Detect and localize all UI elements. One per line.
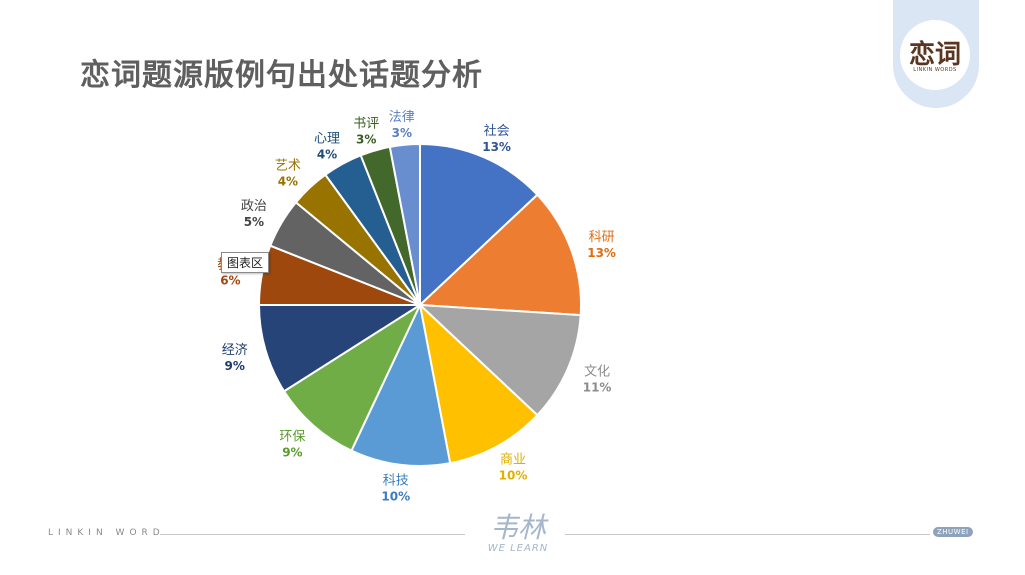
logo-badge: 恋词 LINKIN WORDS (893, 0, 979, 108)
footer-brand-logo: 韦林 (489, 511, 546, 544)
slice-percent-label: 3% (356, 132, 376, 146)
pie-slice-3[interactable] (419, 304, 539, 465)
slice-label: 文化 (584, 365, 610, 380)
slide-title: 恋词题源版例句出处话题分析 (80, 58, 483, 93)
logo-subtext: LINKIN WORDS (913, 67, 957, 73)
chart-area-tooltip: 图表区 (221, 252, 270, 273)
slice-label: 经济 (222, 343, 248, 358)
slice-percent-label: 4% (317, 148, 337, 162)
slice-percent-label: 4% (278, 175, 298, 189)
slice-percent-label: 13% (587, 246, 616, 260)
slice-label: 社会 (484, 123, 510, 139)
slice-label: 心理 (314, 132, 340, 147)
pie-slice-0[interactable] (419, 143, 539, 306)
pie-labels: 社会13%科研13%文化11%商业10%科技10%环保9%经济9%教育6%政治5… (217, 110, 616, 504)
pie-slice-4[interactable] (350, 304, 452, 468)
pie-slice-5[interactable] (283, 304, 421, 452)
pie-slice-2[interactable] (419, 304, 582, 417)
footer-badge: ZHUWEI (933, 527, 973, 537)
slice-percent-label: 3% (392, 126, 412, 140)
footer-divider-right (565, 534, 930, 535)
slice-label: 科研 (589, 230, 615, 245)
slice-label: 书评 (353, 116, 379, 131)
slice-percent-label: 5% (244, 215, 264, 229)
pie-slices (258, 143, 582, 468)
footer-brand-subtitle: WE LEARN (487, 543, 549, 554)
slice-label: 政治 (241, 199, 267, 214)
slice-percent-label: 9% (225, 359, 245, 373)
slice-percent-label: 10% (381, 490, 410, 504)
pie-slice-1[interactable] (419, 193, 582, 317)
slice-label: 艺术 (275, 159, 301, 174)
slice-percent-label: 11% (583, 381, 612, 395)
logo-text: 恋词 (908, 40, 961, 70)
slice-label: 法律 (389, 110, 415, 125)
logo-circle: 恋词 LINKIN WORDS (900, 20, 970, 90)
footer-left-text: LINKIN WORD (48, 528, 165, 538)
slice-percent-label: 13% (482, 140, 511, 154)
slice-percent-label: 9% (282, 445, 302, 459)
slice-label: 商业 (500, 452, 526, 467)
slice-percent-label: 10% (499, 468, 528, 482)
slice-percent-label: 6% (220, 274, 240, 288)
slice-label: 科技 (383, 474, 409, 489)
footer-divider-left (160, 534, 465, 535)
pie-slice-12[interactable] (388, 143, 421, 306)
slice-label: 环保 (279, 429, 305, 444)
pie-slice-6[interactable] (258, 304, 421, 393)
